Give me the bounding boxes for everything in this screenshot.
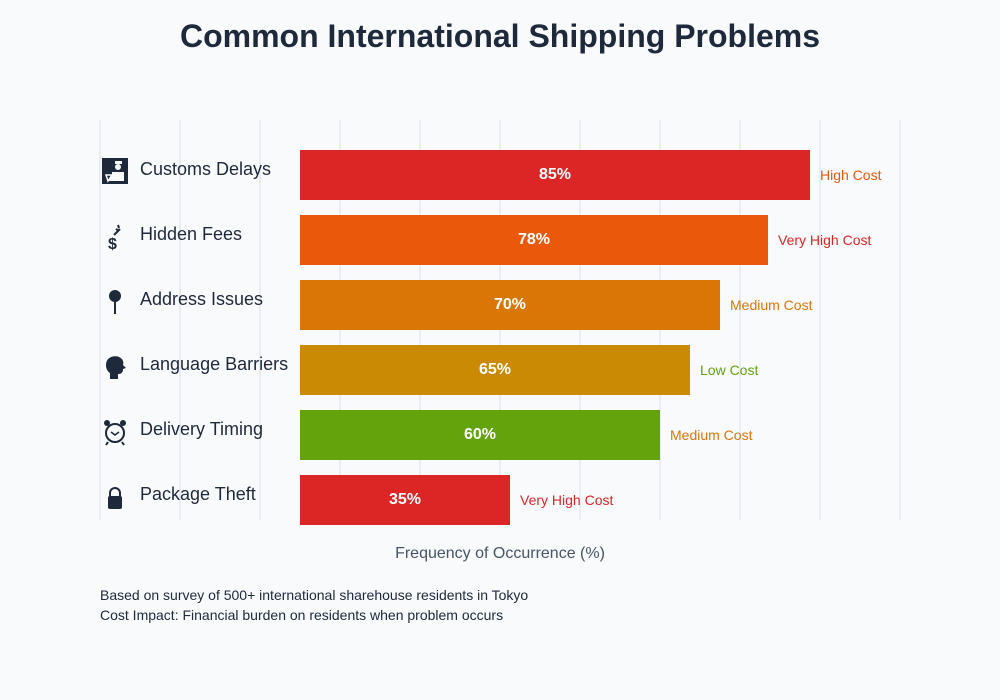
gridline bbox=[739, 120, 741, 520]
money-bag-icon: $ bbox=[102, 223, 128, 253]
speaking-head-icon bbox=[102, 353, 128, 381]
bar-value-label: 65% bbox=[478, 361, 512, 378]
bar-row: Delivery Timing 60% Medium Cost bbox=[0, 410, 1000, 460]
bar: 70% bbox=[300, 280, 720, 330]
gridline bbox=[899, 120, 901, 520]
category-label: Package Theft bbox=[140, 484, 256, 504]
bar-value-label: 70% bbox=[493, 296, 527, 313]
padlock-icon bbox=[102, 483, 128, 511]
bar-row: Language Barriers 65% Low Cost bbox=[0, 345, 1000, 395]
bar-value-label: 78% bbox=[517, 231, 551, 248]
category-label: Hidden Fees bbox=[140, 224, 243, 244]
cost-impact-note: Cost Impact: Financial burden on residen… bbox=[100, 607, 504, 623]
survey-note: Based on survey of 500+ international sh… bbox=[100, 587, 529, 603]
cost-impact-label: Very High Cost bbox=[520, 492, 614, 508]
bar-row: $ Hidden Fees 78% Very High Cost bbox=[0, 215, 1000, 265]
gridline bbox=[179, 120, 181, 520]
bar-value-label: 60% bbox=[463, 426, 497, 443]
alarm-clock-icon bbox=[102, 418, 128, 446]
cost-impact-label: Low Cost bbox=[700, 362, 759, 378]
bar-row: Package Theft 35% Very High Cost bbox=[0, 475, 1000, 525]
svg-text:$: $ bbox=[108, 236, 117, 251]
category-label: Address Issues bbox=[140, 289, 264, 309]
category-label: Customs Delays bbox=[140, 159, 272, 179]
cost-impact-label: Medium Cost bbox=[730, 297, 813, 313]
cost-impact-label: High Cost bbox=[820, 167, 882, 183]
gridline bbox=[259, 120, 261, 520]
bar-value-label: 35% bbox=[388, 491, 422, 508]
bar-row: Address Issues 70% Medium Cost bbox=[0, 280, 1000, 330]
bar: 85% bbox=[300, 150, 810, 200]
customs-officer-icon bbox=[102, 158, 128, 186]
cost-impact-label: Very High Cost bbox=[778, 232, 872, 248]
bar: 35% bbox=[300, 475, 510, 525]
category-label: Language Barriers bbox=[140, 354, 289, 374]
bar-row: Customs Delays 85% High Cost bbox=[0, 150, 1000, 200]
bar: 78% bbox=[300, 215, 768, 265]
pushpin-icon bbox=[102, 288, 128, 316]
x-axis-label: Frequency of Occurrence (%) bbox=[395, 545, 605, 562]
cost-impact-label: Medium Cost bbox=[670, 427, 753, 443]
bar: 60% bbox=[300, 410, 660, 460]
category-label: Delivery Timing bbox=[140, 419, 264, 439]
chart-title: Common International Shipping Problems bbox=[179, 18, 821, 54]
bar: 65% bbox=[300, 345, 690, 395]
gridline bbox=[99, 120, 101, 520]
bar-value-label: 85% bbox=[538, 166, 572, 183]
gridline bbox=[819, 120, 821, 520]
